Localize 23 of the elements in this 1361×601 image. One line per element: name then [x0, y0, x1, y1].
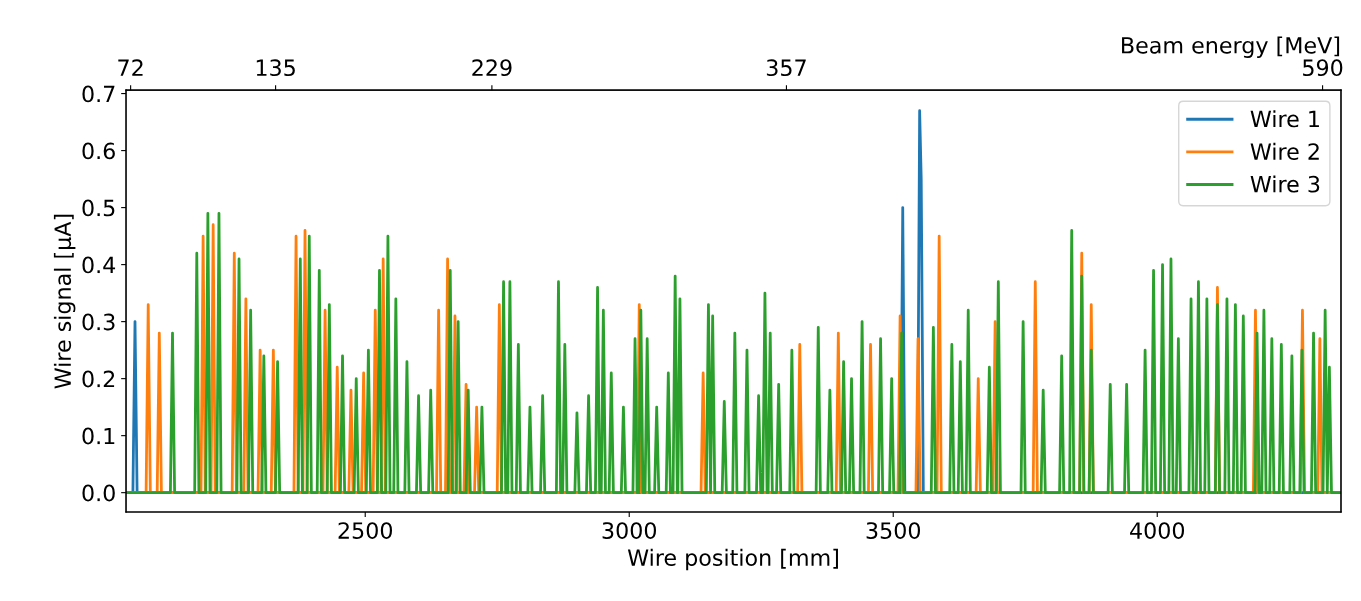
x2-tick-label: 229 — [472, 59, 512, 77]
legend-label: Wire 3 — [1250, 175, 1320, 193]
x-tick-label: 2500 — [338, 522, 393, 539]
y-tick-label: 0.0 — [82, 484, 115, 502]
y-tick-label: 0.5 — [82, 199, 115, 217]
y-tick-label: 0.3 — [82, 313, 115, 331]
y-tick-label: 0.2 — [82, 370, 115, 388]
x2-tick-label: 590 — [1303, 59, 1343, 77]
x-tick-label: 3500 — [866, 522, 921, 539]
legend-label: Wire 2 — [1250, 142, 1319, 160]
y-tick-label: 0.1 — [82, 427, 115, 445]
x2-tick-label: 72 — [118, 59, 143, 76]
legend-label: Wire 1 — [1250, 110, 1319, 128]
x2-tick-label: 135 — [256, 59, 295, 77]
x2-tick-label: 357 — [766, 59, 806, 77]
y-axis-title: Wire signal [μA] — [53, 214, 76, 389]
y-tick-label: 0.4 — [82, 256, 116, 274]
x2-axis-title: Beam energy [MeV] — [1122, 36, 1340, 58]
y-tick-label: 0.7 — [82, 85, 115, 103]
x-tick-label: 3000 — [602, 522, 657, 539]
x-axis-title: Wire position [mm] — [627, 548, 838, 571]
y-tick-label: 0.6 — [82, 142, 115, 160]
x-tick-label: 4000 — [1130, 522, 1185, 539]
